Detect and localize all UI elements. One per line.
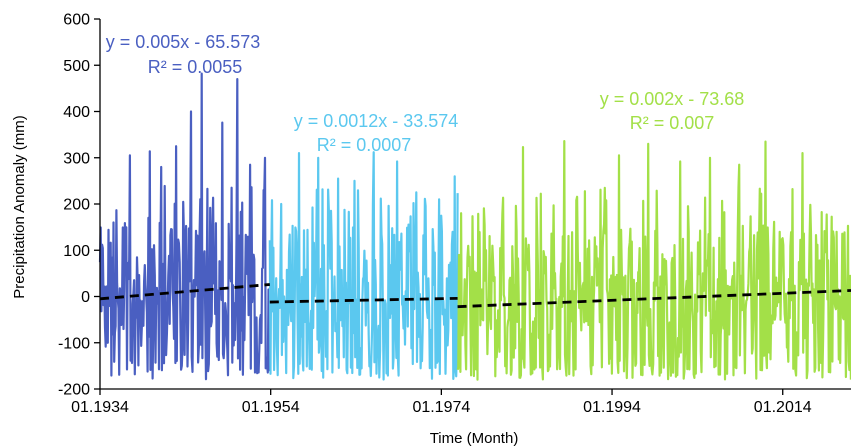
y-tick-label: 400 xyxy=(63,104,90,121)
x-tick-label: 01.1934 xyxy=(71,399,129,416)
equation-annotations: y = 0.005x - 65.573 R² = 0.0055 y = 0.0012… xyxy=(106,32,745,155)
y-tick-label: 0 xyxy=(81,289,90,306)
y-tick-label: -100 xyxy=(58,335,90,352)
x-tick-label: 01.1974 xyxy=(412,399,470,416)
series-line-2 xyxy=(268,151,459,381)
series-layer xyxy=(98,72,851,381)
trend-r2-2: R² = 0.0007 xyxy=(317,135,412,155)
trendline-layer xyxy=(99,283,851,309)
trend-equation-1: y = 0.005x - 65.573 xyxy=(106,32,261,52)
trendline-2 xyxy=(269,296,458,304)
trendline-1 xyxy=(99,283,270,301)
x-tick-label: 01.2014 xyxy=(754,399,812,416)
axis-layer: -200 -100 0 100 200 300 400 500 600 01.1934 01.195… xyxy=(58,12,851,416)
trendline-3 xyxy=(457,289,851,309)
x-tick-label: 01.1954 xyxy=(242,399,300,416)
trend-equation-3: y = 0.002x - 73.68 xyxy=(600,89,745,109)
series-line-1 xyxy=(98,72,272,381)
y-tick-label: 100 xyxy=(63,243,90,260)
trend-r2-1: R² = 0.0055 xyxy=(148,57,243,77)
x-axis-title: Time (Month) xyxy=(430,430,519,447)
y-tick-label: 300 xyxy=(63,150,90,167)
y-tick-label: 500 xyxy=(63,58,90,75)
x-tick-label: 01.1994 xyxy=(583,399,641,416)
y-tick-label: -200 xyxy=(58,382,90,399)
trend-r2-3: R² = 0.007 xyxy=(630,113,715,133)
trend-equation-2: y = 0.0012x - 33.574 xyxy=(294,111,459,131)
y-tick-label: 200 xyxy=(63,197,90,214)
y-tick-label: 600 xyxy=(63,12,90,29)
y-axis-title: Precipitation Anomaly (mm) xyxy=(11,115,28,298)
series-line-3 xyxy=(456,140,851,381)
